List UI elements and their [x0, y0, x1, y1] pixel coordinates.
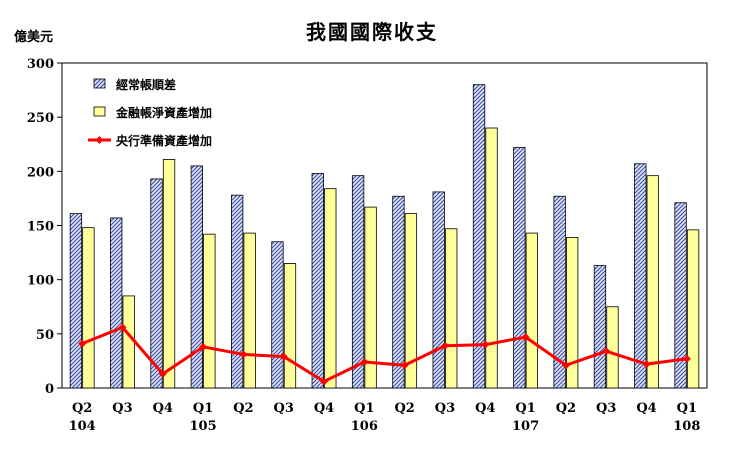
- legend-swatch-financial-account: [93, 106, 106, 117]
- bar-financial-account: [82, 227, 95, 389]
- bar-financial-account: [162, 159, 176, 389]
- bar-financial-account: [243, 232, 256, 389]
- y-tick-label: 300: [27, 57, 54, 72]
- x-year-label: 108: [673, 419, 700, 434]
- bar-financial-account: [283, 263, 297, 389]
- bar-current-account: [150, 178, 163, 389]
- line-point: [440, 341, 449, 350]
- bar-financial-account: [445, 228, 458, 389]
- line-point: [682, 354, 691, 363]
- x-tick-label: Q3: [596, 401, 616, 416]
- x-year-label: 105: [190, 419, 217, 434]
- chart-title: 我國國際收支: [306, 20, 438, 44]
- line-point: [561, 361, 570, 370]
- legend-label: 經常帳順差: [116, 77, 176, 92]
- x-tick-label: Q4: [475, 401, 495, 416]
- line-point: [400, 361, 409, 370]
- bar-current-account: [674, 202, 687, 389]
- y-tick-label: 250: [27, 111, 54, 126]
- bar-current-account: [553, 195, 566, 389]
- bar-current-account: [593, 265, 607, 389]
- bar-financial-account: [606, 306, 619, 389]
- line-point: [239, 350, 248, 359]
- bar-financial-account: [404, 213, 418, 389]
- x-tick-label: Q4: [314, 401, 334, 416]
- bar-current-account: [392, 195, 405, 389]
- legend-swatch-current-account: [93, 78, 106, 89]
- line-point: [158, 369, 167, 378]
- line-point: [118, 323, 127, 332]
- line-point: [320, 377, 329, 386]
- bar-current-account: [271, 241, 284, 389]
- x-tick-label: Q4: [636, 401, 656, 416]
- line-point: [602, 347, 611, 356]
- bar-financial-account: [122, 295, 135, 389]
- bar-financial-account: [686, 229, 700, 389]
- axis-layer: 0 50 100 150 200 250 300 Q2 Q3 Q4 Q1 Q2 Q3 Q4 Q1 Q2 Q3 Q4…: [27, 57, 701, 434]
- bars-layer: [69, 84, 700, 389]
- x-tick-label: Q2: [233, 401, 253, 416]
- line-point: [481, 340, 490, 349]
- bar-current-account: [351, 175, 365, 389]
- y-tick-label: 50: [36, 328, 54, 343]
- y-tick-label: 150: [27, 220, 54, 235]
- x-tick-label: Q2: [72, 401, 92, 416]
- bar-current-account: [231, 194, 244, 389]
- bar-current-account: [311, 173, 324, 389]
- line-point: [521, 333, 530, 342]
- line-reserve-assets: [81, 325, 688, 383]
- y-tick-label: 0: [45, 382, 54, 397]
- line-point: [360, 358, 369, 366]
- x-tick-label: Q1: [354, 401, 374, 416]
- x-tick-label: Q3: [435, 401, 455, 416]
- x-tick-label: Q2: [556, 401, 576, 416]
- y-tick-label: 200: [27, 165, 54, 180]
- bar-current-account: [513, 147, 526, 389]
- x-year-label: 106: [351, 419, 378, 434]
- x-tick-label: Q2: [394, 401, 414, 416]
- bar-current-account: [634, 163, 647, 389]
- x-tick-label: Q4: [153, 401, 173, 416]
- x-tick-label: Q3: [274, 401, 294, 416]
- bar-financial-account: [566, 237, 579, 389]
- bar-financial-account: [646, 175, 659, 389]
- bar-current-account: [472, 84, 486, 389]
- line-point: [78, 339, 87, 348]
- bar-current-account: [432, 191, 445, 389]
- x-year-label: 107: [512, 419, 539, 434]
- line-point: [199, 342, 208, 351]
- y-tick-label: 100: [27, 274, 54, 289]
- bar-financial-account: [324, 188, 337, 389]
- bar-current-account: [110, 217, 123, 389]
- bar-financial-account: [364, 206, 377, 389]
- x-tick-label: Q1: [515, 401, 535, 416]
- bar-current-account: [69, 213, 83, 389]
- x-tick-label: Q1: [193, 401, 213, 416]
- bar-financial-account: [203, 233, 216, 389]
- legend-label: 央行準備資產增加: [116, 133, 212, 148]
- legend-label: 金融帳淨資產增加: [115, 105, 212, 120]
- y-axis-unit-label: 億美元: [14, 29, 53, 45]
- bar-financial-account: [485, 127, 498, 389]
- line-point: [642, 360, 651, 369]
- x-year-label: 104: [69, 419, 96, 434]
- line-point: [279, 352, 288, 361]
- x-tick-label: Q1: [677, 401, 697, 416]
- bar-current-account: [190, 165, 203, 389]
- x-tick-label: Q3: [112, 401, 132, 416]
- legend-marker-reserve-assets: [95, 136, 104, 144]
- bar-financial-account: [525, 232, 538, 389]
- line-layer: [78, 323, 691, 386]
